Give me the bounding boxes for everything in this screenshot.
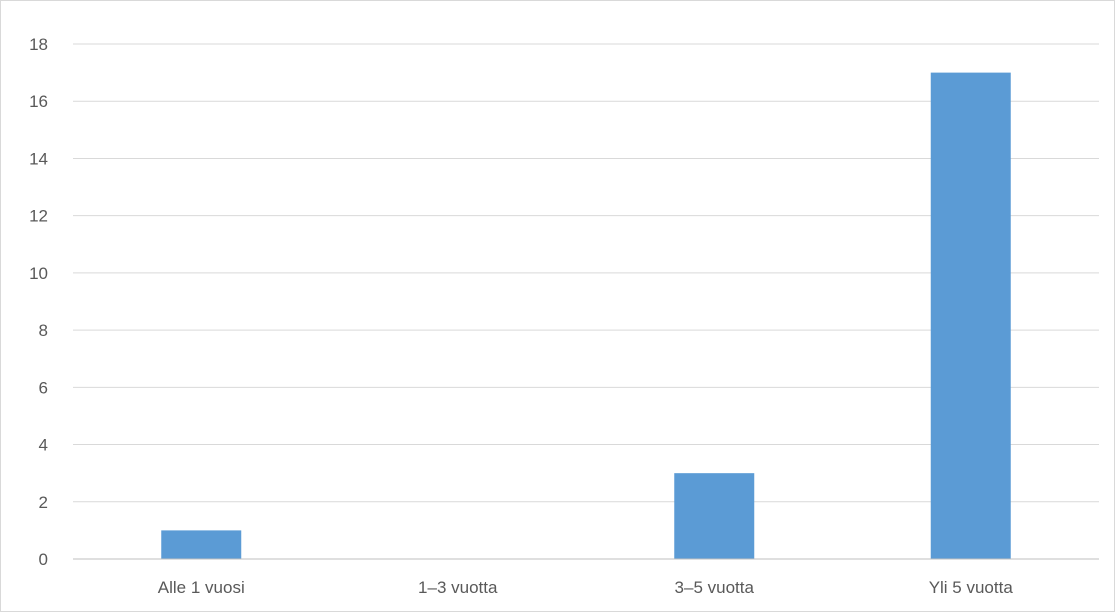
bar: [930, 72, 1011, 559]
y-tick-label: 12: [29, 207, 48, 226]
x-tick-label: Yli 5 vuotta: [929, 578, 1014, 597]
gridlines: [73, 43, 1099, 503]
y-tick-label: 18: [29, 35, 48, 54]
x-tick-label: 1–3 vuotta: [418, 578, 498, 597]
y-tick-label: 4: [39, 436, 48, 455]
bar: [161, 530, 242, 559]
y-tick-label: 6: [39, 378, 48, 397]
y-tick-label: 10: [29, 264, 48, 283]
y-tick-label: 16: [29, 92, 48, 111]
x-tick-label: 3–5 vuotta: [675, 578, 755, 597]
bar: [674, 473, 755, 559]
y-tick-labels: 0 2 4 6 8 10 12 14 16 18: [29, 35, 48, 569]
x-tick-label: Alle 1 vuosi: [158, 578, 245, 597]
x-tick-labels: Alle 1 vuosi 1–3 vuotta 3–5 vuotta Yli 5 vu…: [158, 578, 1014, 597]
y-tick-label: 0: [39, 550, 48, 569]
y-tick-label: 8: [39, 321, 48, 340]
bars: [161, 72, 1011, 559]
y-tick-label: 14: [29, 149, 48, 168]
y-tick-label: 2: [39, 493, 48, 512]
